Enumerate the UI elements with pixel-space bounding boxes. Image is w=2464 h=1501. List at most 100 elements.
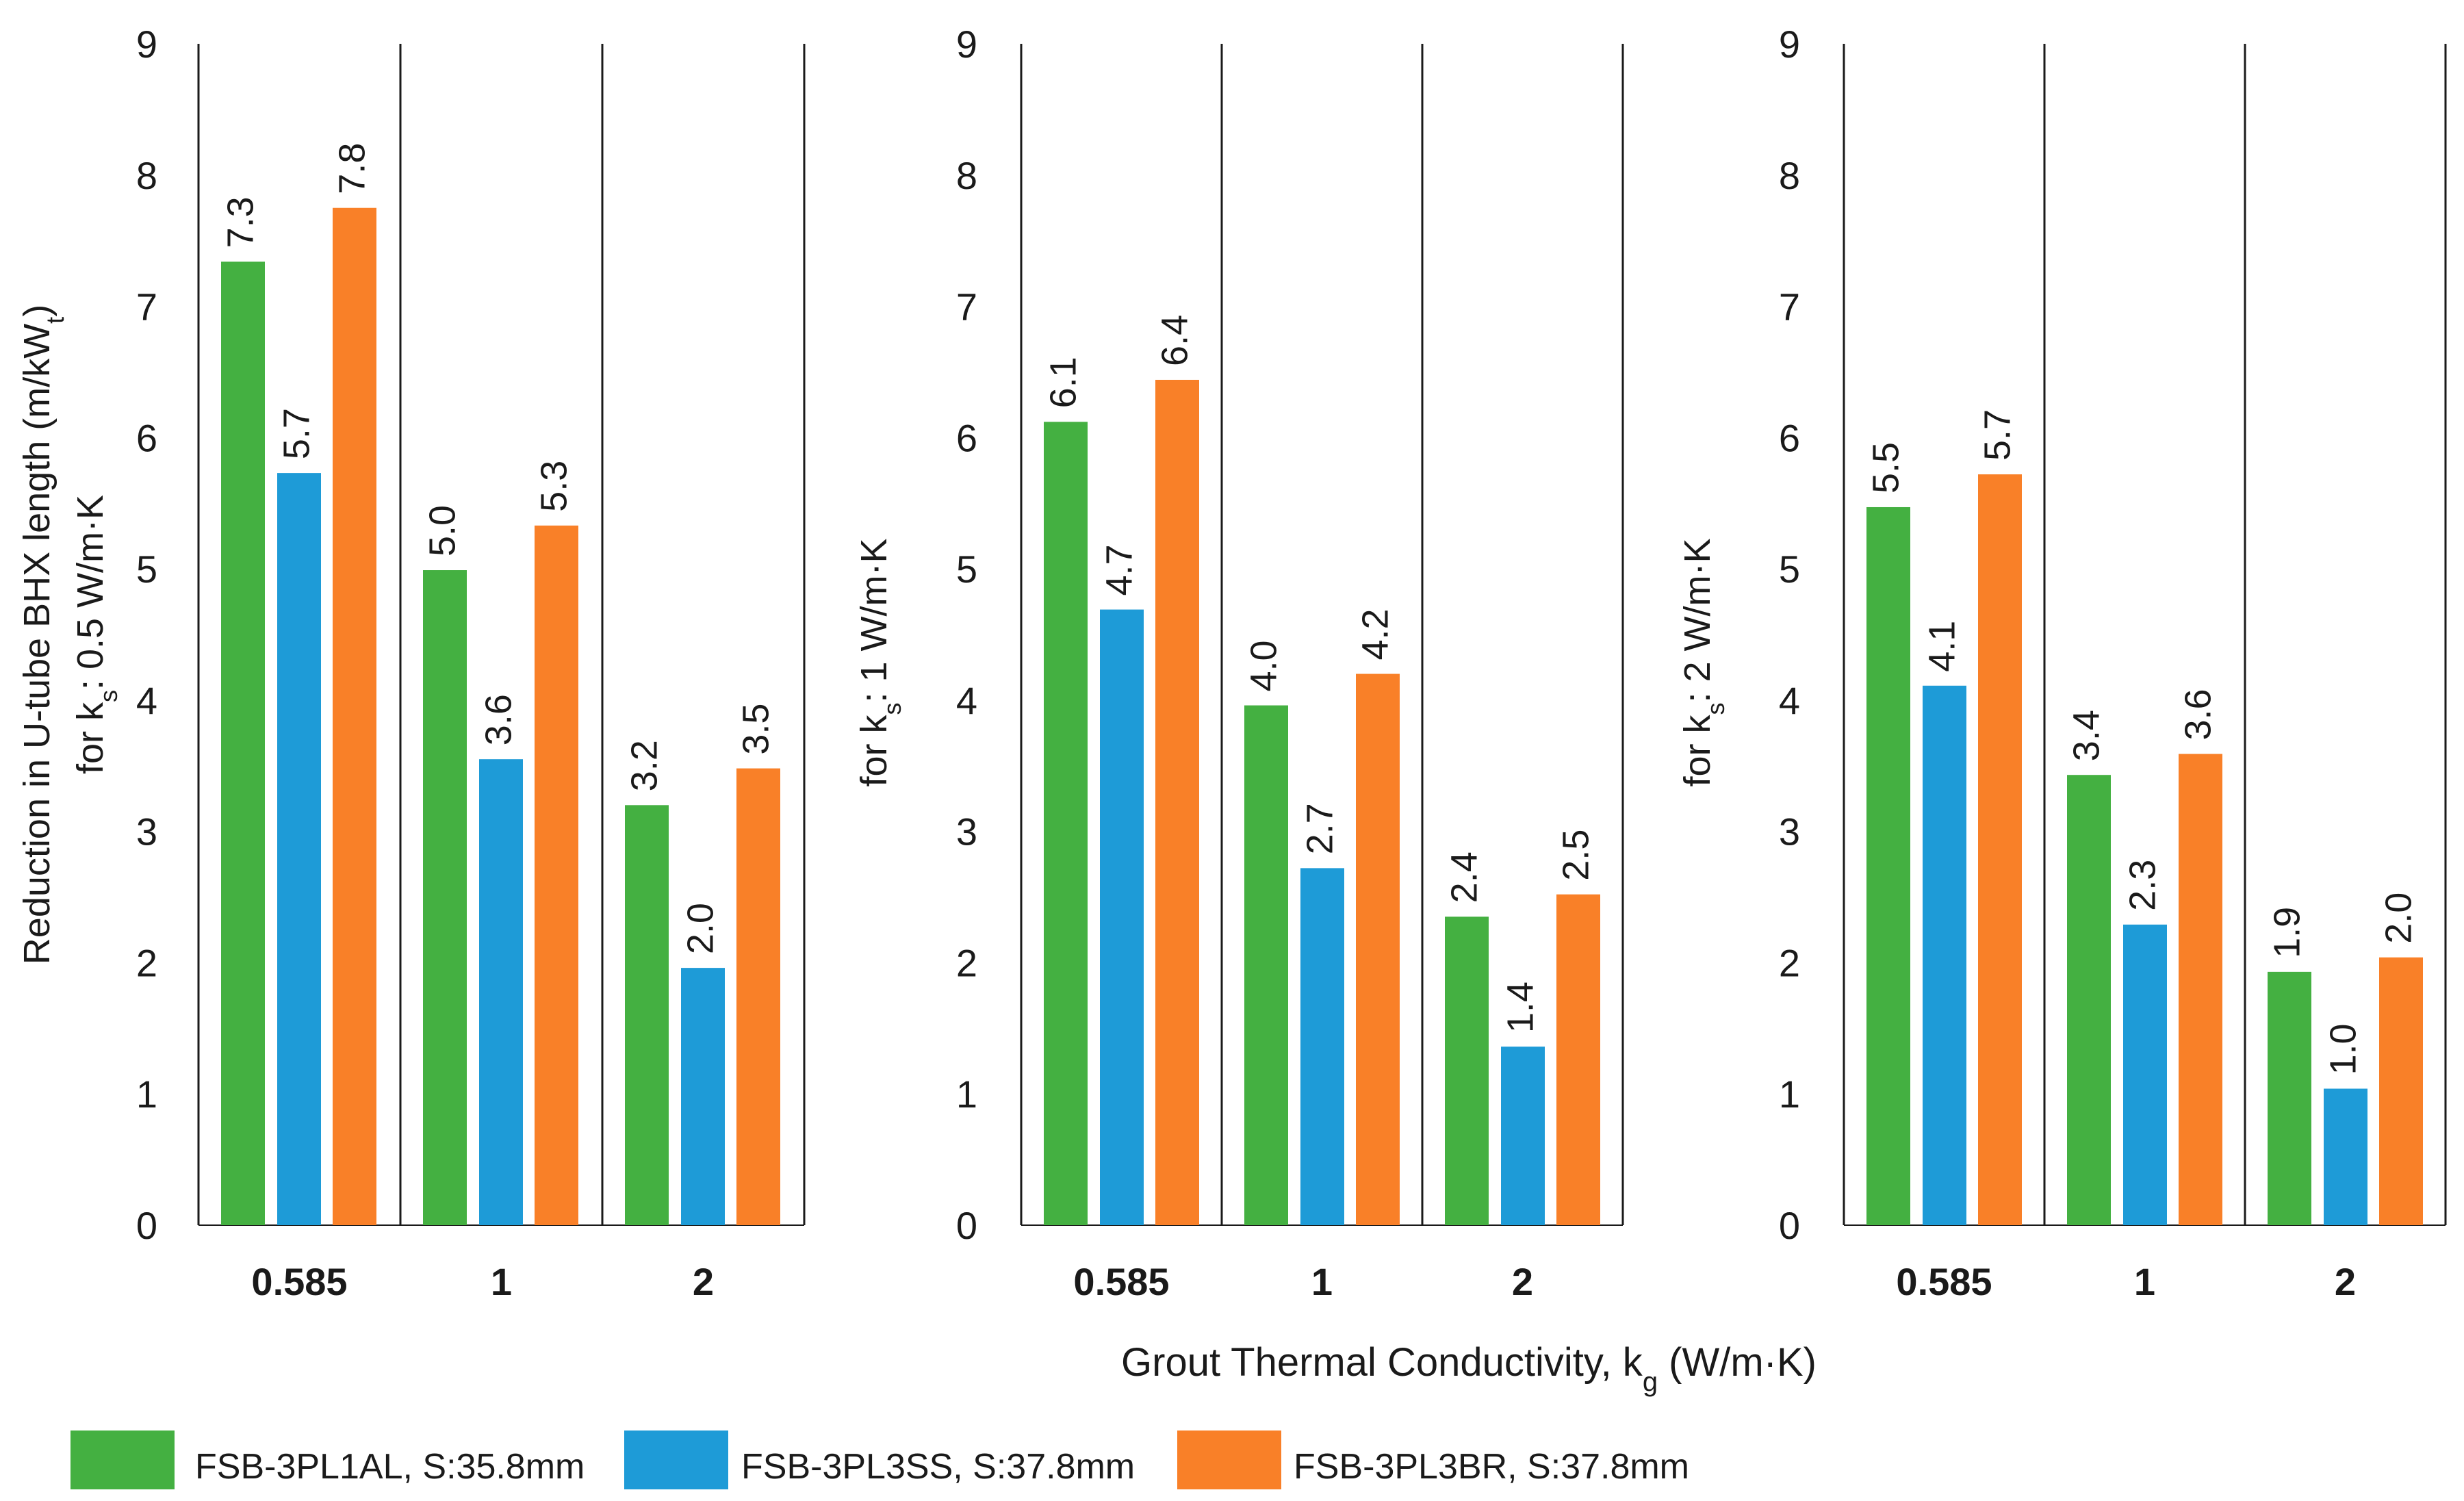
bar-1-0 [277,473,321,1226]
y-tick-label: 8 [1779,154,1800,197]
x-category-label: 1 [1311,1260,1333,1303]
y-tick-label: 2 [956,941,977,984]
data-label: 6.1 [1042,357,1083,408]
data-label: 2.0 [680,903,721,954]
data-label: 3.6 [2177,689,2218,740]
y-tick-label: 4 [1779,679,1800,722]
data-label: 3.6 [478,694,519,745]
data-label: 7.8 [331,143,372,194]
bar-1-2 [681,968,725,1225]
data-label: 2.3 [2122,860,2163,911]
y-tick-label: 6 [136,416,157,459]
legend-swatch-0 [70,1431,175,1489]
chart-panel-1: 0 1 2 3 4 5 6 7 8 9 0.585 1 2 6.1 4.0 2.4 4.7 2.7 1.4 6.4 4.… [854,23,1624,1303]
data-label: 5.5 [1865,442,1906,493]
y-tick-label: 3 [956,810,977,854]
x-category-label: 0.585 [1896,1260,1992,1303]
y-axis-sublabel: for ks: 2 W/m·K [1677,538,1730,786]
y-tick-label: 1 [956,1073,977,1116]
y-tick-label: 0 [1779,1204,1800,1247]
data-label: 2.4 [1443,851,1485,903]
y-tick-label: 3 [1779,810,1800,854]
x-axis-label: Grout Thermal Conductivity, kg (W/m·K) [1121,1340,1817,1397]
data-label: 5.7 [1977,409,2018,461]
bar-0-0 [1866,506,1910,1225]
x-category-label: 0.585 [1073,1260,1169,1303]
bar-0-1 [423,570,467,1225]
bar-1-0 [1100,609,1144,1225]
bar-1-1 [479,759,523,1225]
bar-2-1 [535,525,578,1225]
data-label: 3.5 [735,704,776,755]
chart-panels: 0 1 2 3 4 5 6 7 8 9 0.585 1 2 7.3 5.0 3.2 5.7 3.6 2.0 7.8 5.… [16,23,2447,1303]
bar-2-0 [1978,474,2022,1225]
data-label: 1.0 [2322,1023,2363,1075]
x-category-label: 2 [2335,1260,2356,1303]
data-label: 1.4 [1500,982,1541,1033]
y-tick-label: 8 [136,154,157,197]
bar-0-1 [2067,775,2111,1225]
bar-2-0 [333,207,376,1226]
data-label: 6.4 [1154,315,1195,366]
y-tick-label: 6 [1779,416,1800,459]
data-label: 5.3 [533,461,574,512]
bar-1-1 [2123,924,2167,1225]
bar-0-0 [221,261,265,1226]
bar-0-1 [1244,705,1288,1225]
x-category-label: 0.585 [251,1260,347,1303]
legend: FSB-3PL1AL, S:35.8mm FSB-3PL3SS, S:37.8m… [70,1431,1689,1489]
bar-0-2 [625,805,669,1225]
y-tick-label: 0 [136,1204,157,1247]
bar-1-0 [1923,685,1966,1225]
bar-2-2 [736,768,780,1225]
data-label: 4.2 [1355,608,1396,660]
y-tick-label: 7 [956,285,977,329]
y-tick-label: 9 [136,23,157,66]
legend-label-1: FSB-3PL3SS, S:37.8mm [741,1447,1135,1487]
bar-0-0 [1044,422,1088,1225]
y-tick-label: 3 [136,810,157,854]
data-label: 2.5 [1555,830,1596,881]
bar-2-0 [1155,379,1199,1225]
legend-label-0: FSB-3PL1AL, S:35.8mm [195,1447,585,1487]
y-tick-label: 7 [1779,285,1800,329]
x-category-label: 1 [491,1260,512,1303]
bar-1-2 [1501,1047,1545,1225]
y-tick-label: 6 [956,416,977,459]
data-label: 4.1 [1921,621,1962,672]
y-axis-sublabel: for ks: 0.5 W/m·K [70,495,123,774]
data-label: 5.0 [422,505,463,556]
y-tick-label: 1 [1779,1073,1800,1116]
y-tick-label: 1 [136,1073,157,1116]
y-tick-label: 8 [956,154,977,197]
y-tick-label: 2 [1779,941,1800,984]
y-tick-label: 9 [956,23,977,66]
y-tick-label: 0 [956,1204,977,1247]
bar-2-1 [2179,754,2222,1225]
data-label: 1.9 [2266,907,2307,958]
y-axis-label: Reduction in U-tube BHX length (m/kWt) [16,305,69,964]
chart-panel-2: 0 1 2 3 4 5 6 7 8 9 0.585 1 2 5.5 3.4 1.9 4.1 2.3 1.0 5.7 3.… [1677,23,2447,1303]
bar-1-1 [1300,868,1344,1225]
data-label: 2.0 [2378,893,2419,944]
bar-0-2 [1445,916,1489,1225]
bar-0-2 [2268,971,2311,1225]
x-category-label: 2 [693,1260,714,1303]
y-tick-label: 2 [136,941,157,984]
data-label: 3.4 [2066,710,2107,761]
data-label: 2.7 [1299,803,1340,854]
x-category-label: 1 [2134,1260,2155,1303]
y-tick-label: 5 [956,548,977,591]
bar-2-2 [2379,957,2423,1225]
data-label: 4.0 [1243,640,1284,691]
y-tick-label: 5 [1779,548,1800,591]
bar-1-2 [2324,1088,2367,1225]
legend-swatch-1 [624,1431,728,1489]
y-tick-label: 4 [136,679,157,722]
y-tick-label: 4 [956,679,977,722]
y-axis-sublabel: for ks: 1 W/m·K [854,538,906,786]
data-label: 3.2 [624,740,665,791]
x-category-label: 2 [1512,1260,1533,1303]
y-tick-label: 9 [1779,23,1800,66]
